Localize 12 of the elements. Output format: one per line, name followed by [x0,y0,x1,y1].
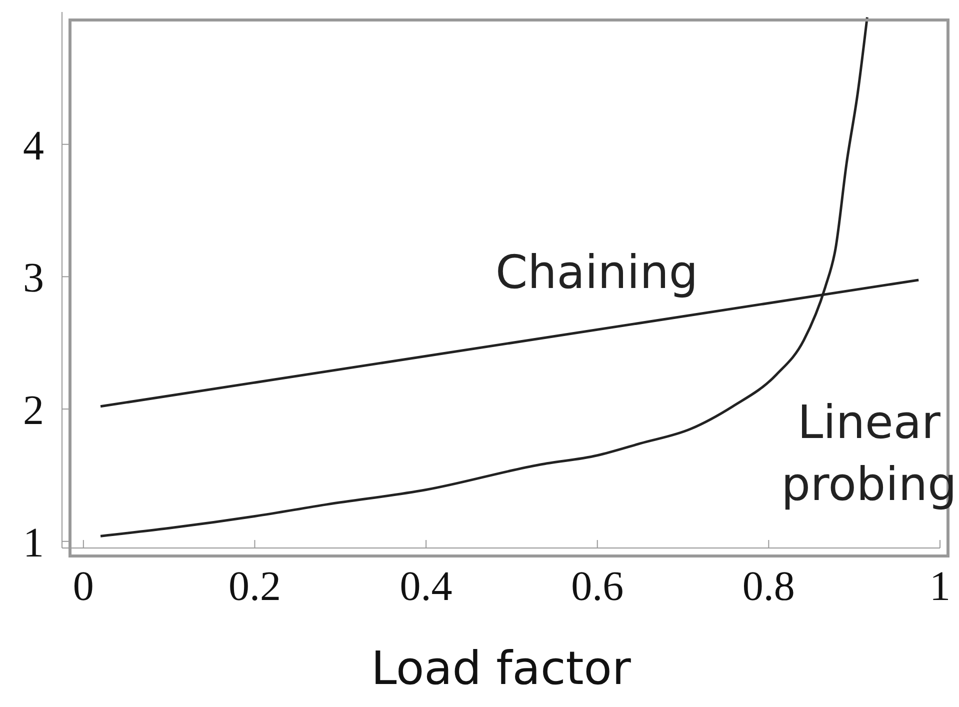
x-tick-label: 0.6 [571,564,624,610]
x-tick-label: 0 [72,564,94,610]
x-tick-label: 0.2 [228,564,281,610]
y-tick-label: 3 [23,256,44,302]
x-tick-label: 0.8 [742,564,795,610]
y-tick-label: 1 [23,520,44,566]
y-tick-label: 4 [23,123,44,170]
series-label: Chaining [496,245,698,299]
x-tick-label: 0.4 [400,564,452,610]
y-tick-label: 2 [23,388,44,434]
series-label: Linear probing [781,395,957,512]
x-axis-title: Load factor [371,641,631,695]
